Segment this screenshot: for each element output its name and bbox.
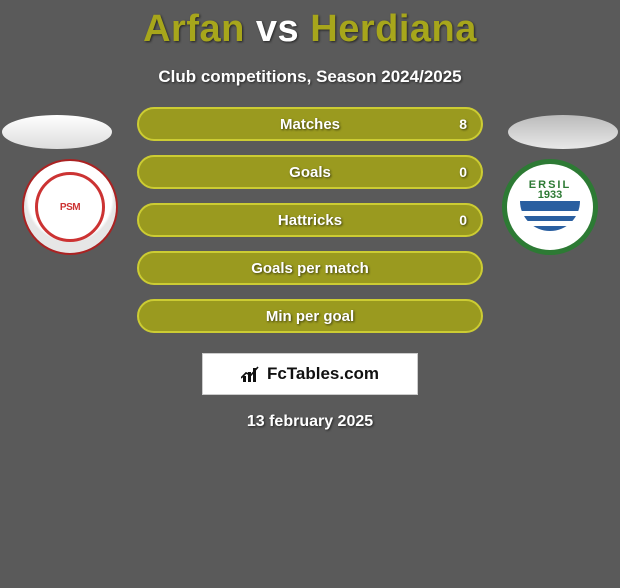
stat-row-min-per-goal: Min per goal — [137, 299, 483, 333]
comparison-stage: PSM ERSIL 1933 Matches 8 Goals 0 Hattric… — [0, 107, 620, 431]
stat-label: Hattricks — [278, 212, 342, 229]
stat-label: Matches — [280, 116, 340, 133]
stat-right-value: 8 — [459, 109, 467, 139]
player1-placeholder — [2, 115, 112, 149]
player1-club-crest: PSM — [22, 159, 118, 255]
stat-label: Min per goal — [266, 308, 354, 325]
subtitle: Club competitions, Season 2024/2025 — [0, 67, 620, 87]
crest-right-year: 1933 — [538, 189, 562, 201]
player2-club-crest: ERSIL 1933 — [502, 159, 598, 255]
stat-right-value: 0 — [459, 205, 467, 235]
brand-chart-icon — [241, 366, 261, 382]
player2-name: Herdiana — [310, 8, 477, 50]
stat-row-hattricks: Hattricks 0 — [137, 203, 483, 237]
crest-right-waves — [520, 201, 580, 231]
stat-row-goals-per-match: Goals per match — [137, 251, 483, 285]
brand-text: FcTables.com — [267, 364, 379, 384]
date-text: 13 february 2025 — [0, 413, 620, 431]
vs-text: vs — [256, 8, 299, 50]
stat-row-goals: Goals 0 — [137, 155, 483, 189]
stat-row-matches: Matches 8 — [137, 107, 483, 141]
crest-left-label: PSM — [35, 172, 105, 242]
brand-badge[interactable]: FcTables.com — [202, 353, 418, 395]
stat-label: Goals — [289, 164, 331, 181]
page-title: Arfan vs Herdiana — [0, 8, 620, 51]
stat-right-value: 0 — [459, 157, 467, 187]
player2-placeholder — [508, 115, 618, 149]
stat-rows: Matches 8 Goals 0 Hattricks 0 Goals per … — [137, 107, 483, 333]
player1-name: Arfan — [143, 8, 245, 50]
stat-label: Goals per match — [251, 260, 369, 277]
